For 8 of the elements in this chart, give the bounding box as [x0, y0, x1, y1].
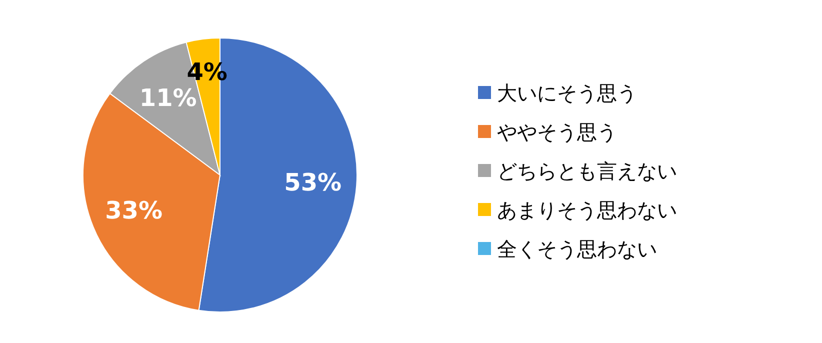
legend-label: 全くそう思わない	[497, 237, 657, 261]
data-label: 11%	[139, 84, 197, 112]
data-label: 53%	[284, 168, 342, 197]
legend-label: 大いにそう思う	[497, 81, 637, 105]
legend-label: ややそう思う	[497, 120, 617, 144]
legend-label: あまりそう思わない	[497, 198, 677, 222]
data-label: 33%	[105, 196, 163, 225]
legend-label: どちらとも言えない	[497, 159, 677, 183]
